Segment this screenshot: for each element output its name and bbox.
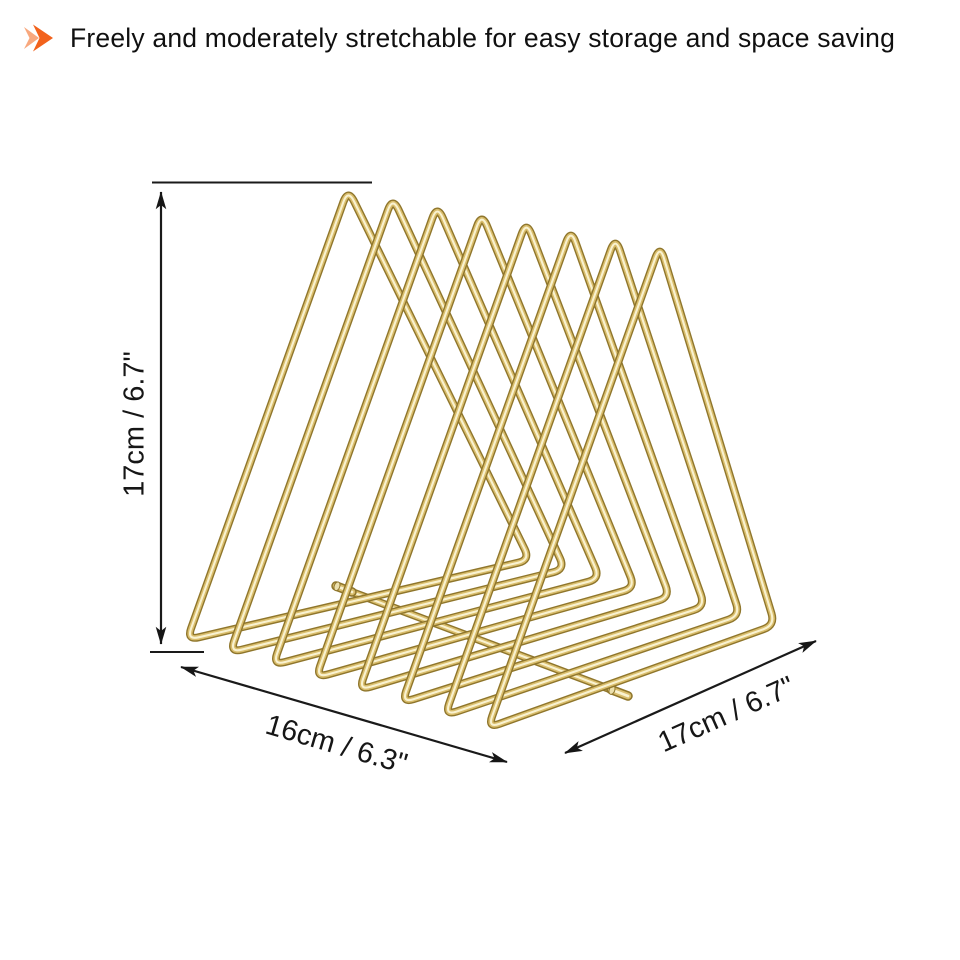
depth-dimension-label: 17cm / 6.7" bbox=[653, 671, 799, 759]
height-dimension-label: 17cm / 6.7" bbox=[119, 351, 151, 497]
wire-rack bbox=[186, 191, 777, 729]
width-dimension-label: 16cm / 6.3" bbox=[262, 709, 411, 781]
rod-cap-face bbox=[333, 581, 341, 592]
feature-text: Freely and moderately stretchable for ea… bbox=[70, 23, 896, 53]
height-dimension: 17cm / 6.7" bbox=[119, 181, 372, 653]
triangle-frame-3 bbox=[274, 210, 598, 664]
feature-header: Freely and moderately stretchable for ea… bbox=[22, 22, 895, 54]
double-arrow-icon bbox=[24, 24, 53, 52]
triangle-frame-1 bbox=[188, 194, 528, 639]
triangle-frame-2 bbox=[231, 202, 563, 652]
depth-arrow bbox=[564, 639, 817, 755]
width-arrow bbox=[180, 665, 508, 764]
